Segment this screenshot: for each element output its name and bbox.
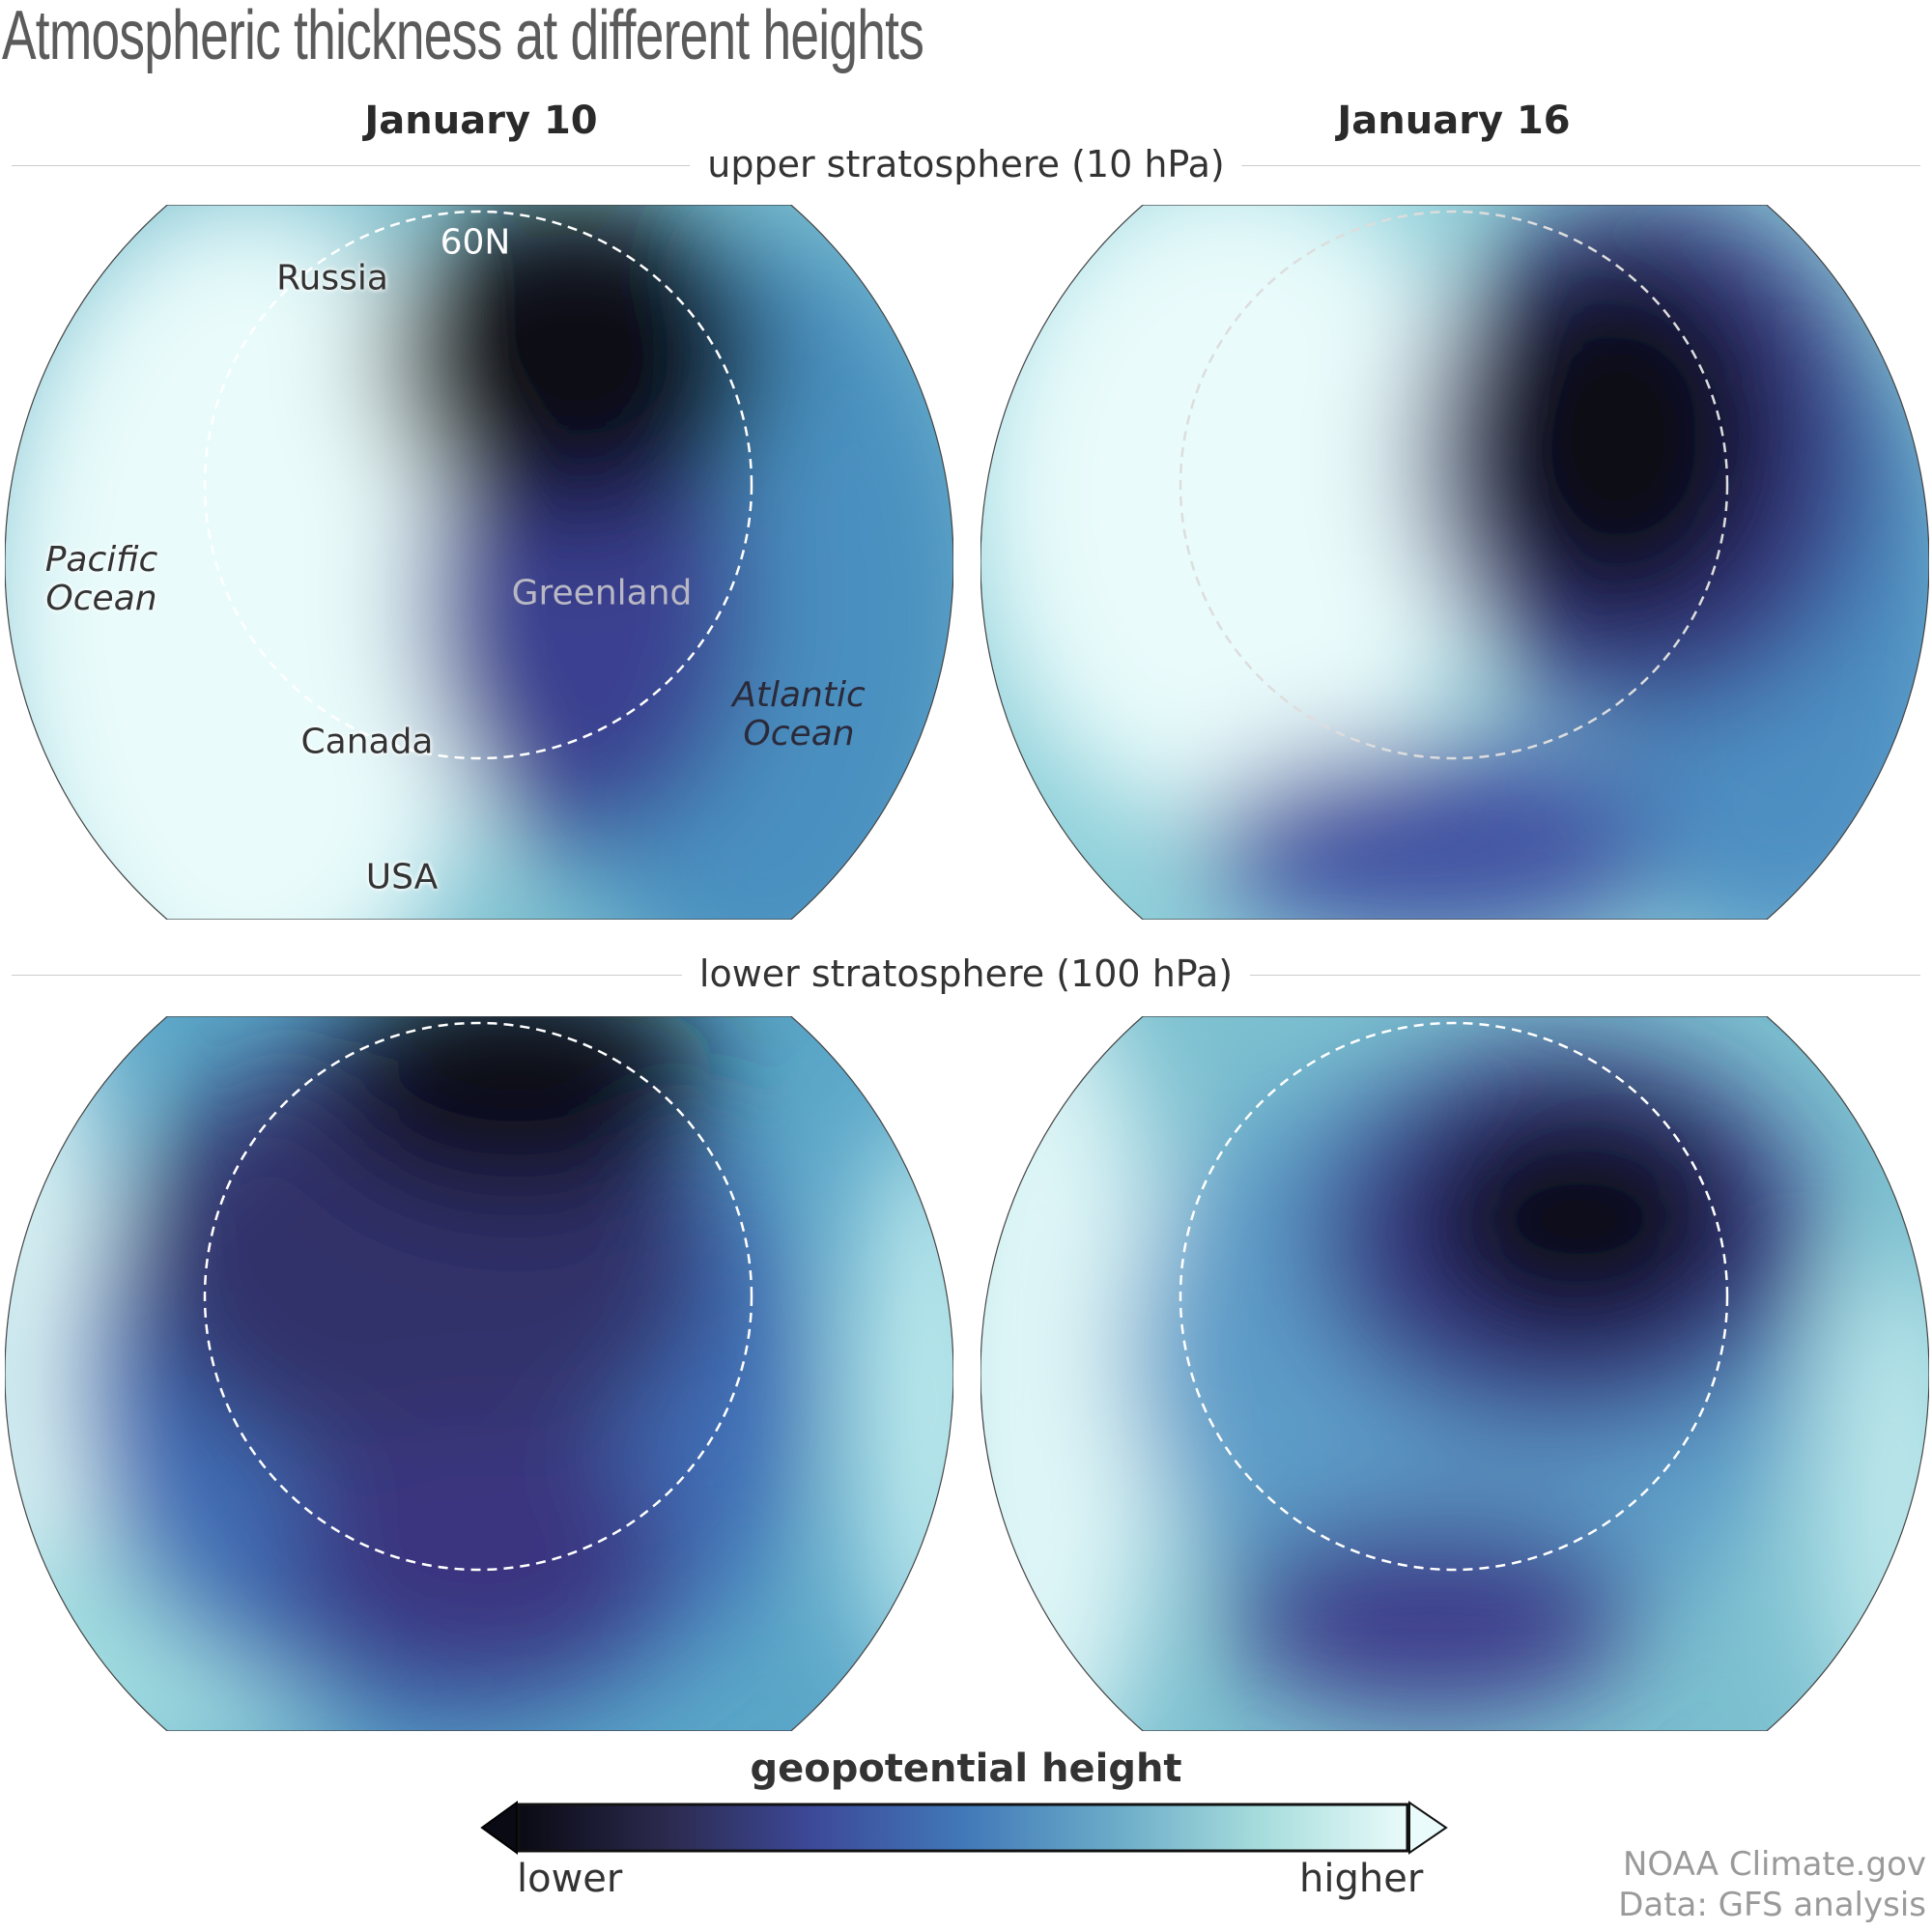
map-field <box>980 978 1930 1789</box>
label-usa: USA <box>365 857 439 897</box>
latitude-60n-circle <box>203 1021 753 1572</box>
latitude-60n-circle <box>203 210 753 760</box>
chart-title: Atmospheric thickness at different heigh… <box>2 0 924 74</box>
credit-data: Data: GFS analysis <box>1618 1886 1926 1924</box>
label-line: Ocean <box>743 714 855 753</box>
height-anomaly-region <box>980 978 1164 1789</box>
colorbar-high-label: higher <box>1299 1857 1424 1901</box>
label-pacific-ocean: Pacific Ocean <box>45 541 158 618</box>
label-atlantic-ocean: Atlantic Ocean <box>732 676 866 753</box>
label-russia: Russia <box>276 258 388 298</box>
label-greenland: Greenland <box>511 573 693 613</box>
map-upper-jan16 <box>980 166 1930 958</box>
height-anomaly-region <box>980 166 1492 823</box>
colorbar-title: geopotential height <box>750 1747 1182 1791</box>
colorbar-high-arrow <box>1408 1801 1448 1855</box>
map-lower-jan16 <box>980 978 1930 1789</box>
height-anomaly-region <box>855 1113 953 1692</box>
map-field <box>4 195 954 1026</box>
colorbar-low-label: lower <box>517 1857 623 1901</box>
column-title-jan16: January 16 <box>1337 99 1571 143</box>
height-anomaly-region <box>324 968 710 1200</box>
colorbar <box>480 1801 1448 1855</box>
height-anomaly-region <box>1415 1094 1744 1345</box>
label-line: Atlantic <box>732 675 866 715</box>
map-field <box>4 968 954 1779</box>
latitude-60n-circle <box>1179 1021 1729 1572</box>
latitude-60n-circle <box>1179 210 1729 760</box>
height-anomaly-region <box>1454 243 1782 630</box>
map-lower-jan10 <box>4 968 954 1779</box>
section-label: upper stratosphere (10 hPa) <box>690 143 1242 185</box>
label-line: Ocean <box>45 579 157 618</box>
height-anomaly-region <box>382 195 768 524</box>
section-label: lower stratosphere (100 hPa) <box>681 952 1251 995</box>
map-upper-jan10 <box>4 195 954 1026</box>
label-canada: Canada <box>300 722 434 762</box>
height-anomaly-region <box>285 1422 671 1692</box>
map-field <box>980 166 1930 958</box>
colorbar-low-arrow <box>480 1801 518 1855</box>
height-anomaly-region <box>5 195 507 1026</box>
height-anomaly-region <box>1232 1519 1637 1712</box>
label-line: Pacific <box>44 540 158 580</box>
height-anomaly-region <box>1203 746 1666 939</box>
section-header-lower: lower stratosphere (100 hPa) <box>12 952 1920 997</box>
colorbar-gradient <box>517 1803 1409 1853</box>
section-header-upper: upper stratosphere (10 hPa) <box>12 143 1920 187</box>
label-60n: 60N <box>440 222 511 263</box>
column-title-jan10: January 10 <box>364 99 598 143</box>
credit-source: NOAA Climate.gov <box>1622 1845 1926 1884</box>
